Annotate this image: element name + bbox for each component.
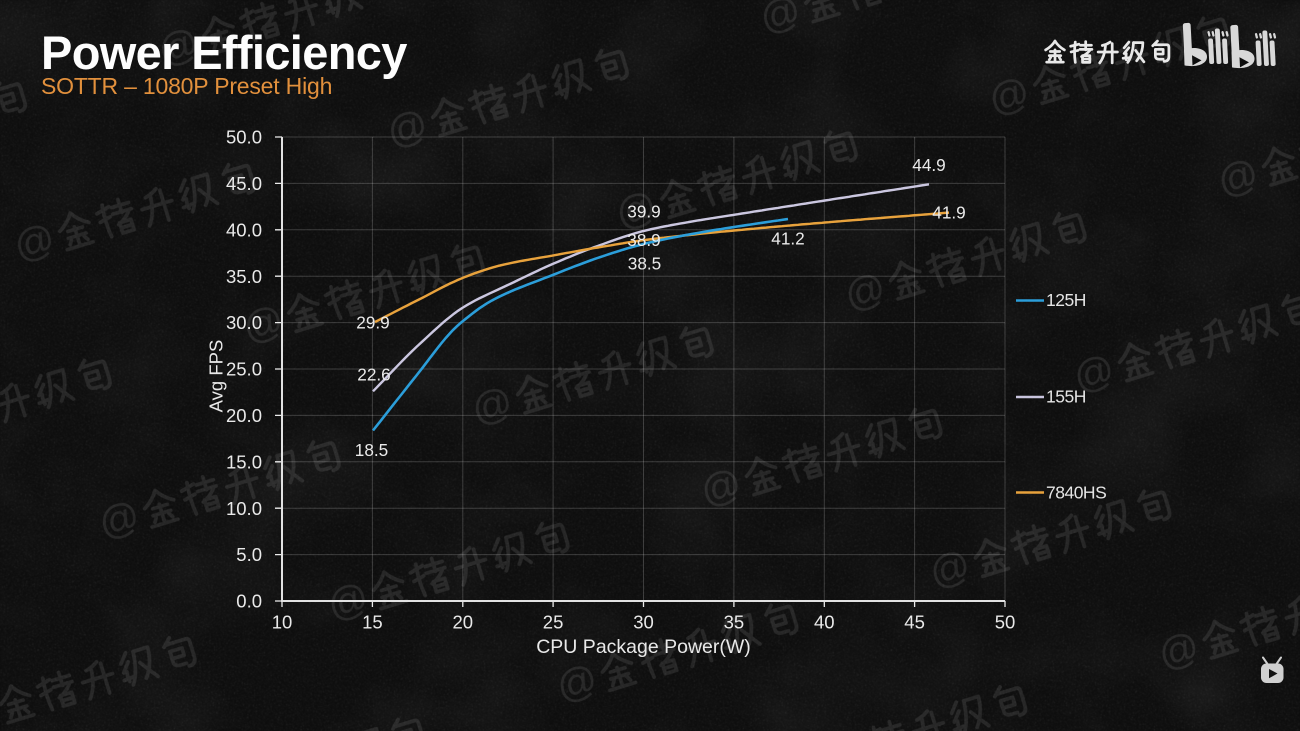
svg-text:Avg FPS: Avg FPS xyxy=(206,340,227,413)
svg-text:15: 15 xyxy=(362,612,383,633)
svg-text:18.5: 18.5 xyxy=(355,440,388,460)
svg-text:20: 20 xyxy=(453,612,474,633)
svg-text:38.5: 38.5 xyxy=(628,253,661,273)
svg-text:50.0: 50.0 xyxy=(226,127,262,148)
svg-text:22.6: 22.6 xyxy=(357,364,390,384)
svg-text:20.0: 20.0 xyxy=(226,405,262,426)
svg-text:50: 50 xyxy=(995,612,1016,633)
svg-text:45: 45 xyxy=(904,612,925,633)
svg-text:10.0: 10.0 xyxy=(226,498,262,519)
svg-text:29.9: 29.9 xyxy=(356,312,389,332)
svg-text:0.0: 0.0 xyxy=(236,591,262,612)
svg-text:39.9: 39.9 xyxy=(627,202,660,222)
svg-text:30: 30 xyxy=(633,612,654,633)
svg-text:15.0: 15.0 xyxy=(226,451,262,472)
svg-text:40: 40 xyxy=(814,612,835,633)
svg-text:25: 25 xyxy=(543,612,564,633)
svg-text:41.2: 41.2 xyxy=(771,228,804,248)
svg-text:CPU Package Power(W): CPU Package Power(W) xyxy=(536,636,751,658)
svg-text:10: 10 xyxy=(272,612,293,633)
svg-text:44.9: 44.9 xyxy=(912,155,945,175)
svg-text:25.0: 25.0 xyxy=(226,359,262,380)
svg-text:5.0: 5.0 xyxy=(236,544,262,565)
svg-text:38.9: 38.9 xyxy=(627,230,660,250)
svg-text:35.0: 35.0 xyxy=(226,266,262,287)
svg-text:125H: 125H xyxy=(1046,290,1086,310)
svg-text:41.9: 41.9 xyxy=(932,203,965,223)
svg-text:7840HS: 7840HS xyxy=(1046,483,1106,503)
svg-text:30.0: 30.0 xyxy=(226,312,262,333)
svg-text:45.0: 45.0 xyxy=(226,173,262,194)
svg-text:40.0: 40.0 xyxy=(226,219,262,240)
svg-text:155H: 155H xyxy=(1046,387,1086,407)
svg-text:35: 35 xyxy=(724,612,745,633)
